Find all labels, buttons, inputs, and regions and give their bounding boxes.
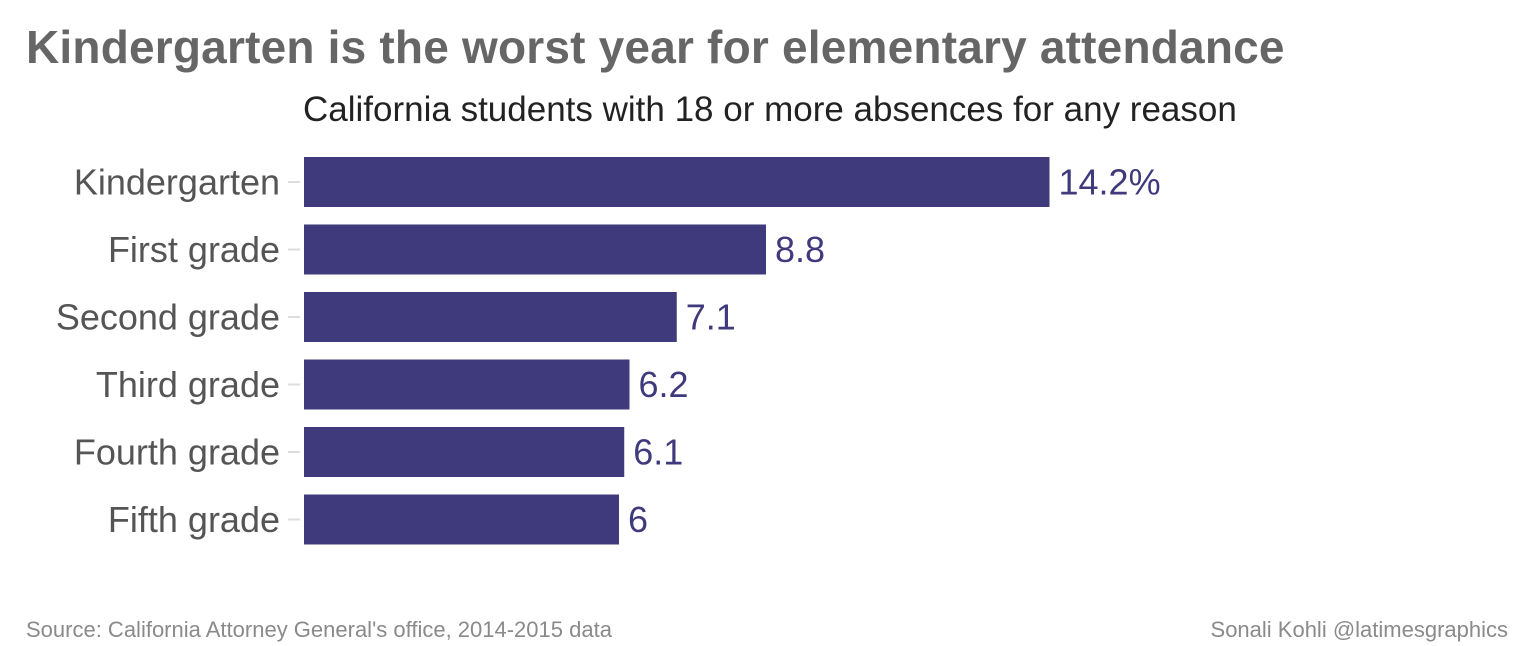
chart-subtitle: California students with 18 or more abse… xyxy=(303,90,1237,129)
value-label-fifth-grade: 6 xyxy=(628,499,648,540)
category-label-first-grade: First grade xyxy=(108,229,280,270)
bar-third-grade xyxy=(304,359,630,410)
bar-fifth-grade xyxy=(304,494,619,545)
bar-second-grade xyxy=(304,292,677,342)
category-label-second-grade: Second grade xyxy=(56,297,280,338)
category-label-fourth-grade: Fourth grade xyxy=(74,432,280,473)
category-label-kindergarten: Kindergarten xyxy=(74,162,280,203)
bar-fourth-grade xyxy=(304,427,625,477)
bar-first-grade xyxy=(304,224,766,275)
credit-note: Sonali Kohli @latimesgraphics xyxy=(1210,617,1508,642)
category-label-third-grade: Third grade xyxy=(96,364,280,405)
value-label-second-grade: 7.1 xyxy=(686,297,736,338)
value-label-kindergarten: 14.2% xyxy=(1059,162,1161,203)
value-label-fourth-grade: 6.1 xyxy=(633,432,683,473)
value-label-first-grade: 8.8 xyxy=(775,229,825,270)
bar-kindergarten xyxy=(304,157,1050,207)
chart-title: Kindergarten is the worst year for eleme… xyxy=(26,21,1285,73)
source-note: Source: California Attorney General's of… xyxy=(26,617,612,642)
value-label-third-grade: 6.2 xyxy=(639,364,689,405)
category-label-fifth-grade: Fifth grade xyxy=(108,499,280,540)
